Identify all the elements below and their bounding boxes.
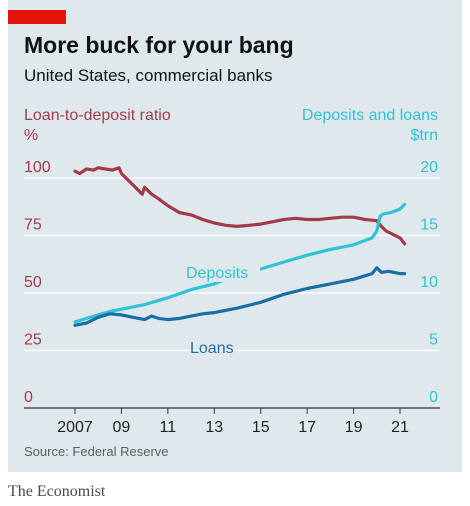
- right-axis-label: Deposits and loans: [302, 107, 438, 124]
- ratio-line: [73, 166, 407, 246]
- loans-annotation: Loans: [190, 340, 234, 357]
- left-tick-label: 25: [24, 332, 42, 349]
- x-tick-label: 13: [205, 419, 223, 436]
- deposits-label-bg: [182, 262, 260, 282]
- loans-line: [73, 266, 407, 327]
- brand-red-tag: [8, 10, 66, 24]
- gridlines: [24, 177, 440, 409]
- series-lines: [73, 166, 407, 327]
- chart-title: More buck for your bang: [24, 32, 294, 58]
- right-tick-label: 20: [420, 159, 438, 176]
- right-axis-unit: $trn: [410, 127, 438, 144]
- left-tick-label: 50: [24, 274, 42, 291]
- right-tick-label: 5: [429, 332, 438, 349]
- x-tick-label: 11: [160, 419, 177, 436]
- x-tick-label: 15: [252, 419, 270, 436]
- x-tick-label: 21: [391, 419, 409, 436]
- x-tick-label: 2007: [57, 419, 93, 436]
- left-tick-label: 0: [24, 389, 33, 406]
- x-tick-label: 19: [345, 419, 363, 436]
- source-note: Source: Federal Reserve: [24, 444, 169, 459]
- x-tick-label: 17: [298, 419, 316, 436]
- deposits-line: [73, 202, 407, 324]
- right-tick-label: 0: [429, 389, 438, 406]
- left-tick-label: 75: [24, 217, 42, 234]
- x-tick-label: 09: [113, 419, 131, 436]
- left-tick-label: 100: [24, 159, 51, 176]
- brand-name: The Economist: [8, 483, 106, 500]
- right-tick-label: 10: [420, 274, 438, 291]
- deposits-annotation: Deposits: [186, 265, 248, 282]
- left-axis-unit: %: [24, 127, 38, 144]
- right-tick-label: 15: [420, 217, 438, 234]
- chart-subtitle: United States, commercial banks: [24, 66, 273, 85]
- left-axis-label: Loan-to-deposit ratio: [24, 107, 171, 124]
- x-tick-labels: 2007 09 11 13 15 17 19 21: [57, 408, 409, 436]
